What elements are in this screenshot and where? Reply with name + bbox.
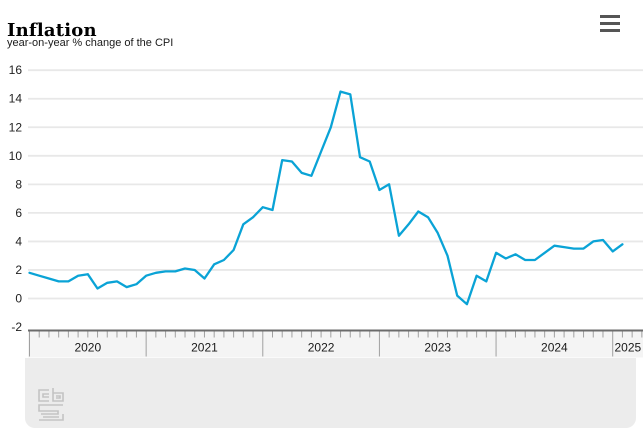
x-axis-band bbox=[28, 331, 643, 358]
hamburger-icon bbox=[600, 21, 620, 26]
x-axis-year-label: 2021 bbox=[191, 341, 218, 355]
cbs-logo-c bbox=[38, 389, 49, 402]
hamburger-icon bbox=[600, 15, 620, 19]
y-axis-label: 2 bbox=[15, 263, 22, 277]
y-axis-label: 0 bbox=[15, 292, 22, 306]
cpi-line-series bbox=[28, 90, 624, 306]
x-axis-year-label: 2024 bbox=[541, 341, 568, 355]
y-axis-label: 8 bbox=[15, 177, 22, 191]
y-axis-label: 12 bbox=[9, 120, 23, 134]
page-title: Inflation bbox=[7, 20, 97, 42]
cbs-logo-b bbox=[52, 388, 64, 402]
x-axis-year-label: 2022 bbox=[308, 341, 335, 355]
chart-menu-button[interactable] bbox=[600, 15, 621, 32]
cbs-logo-s bbox=[38, 404, 64, 421]
footer-panel bbox=[25, 358, 636, 428]
x-axis-year-label: 2020 bbox=[74, 341, 101, 355]
chart-subtitle: year-on-year % change of the CPI bbox=[7, 37, 174, 49]
y-axis-label: 10 bbox=[9, 149, 23, 163]
x-axis-year-label: 2023 bbox=[424, 341, 451, 355]
hamburger-icon bbox=[600, 28, 620, 32]
x-axis-year-label: 2025 bbox=[614, 341, 641, 355]
y-axis-label: -2 bbox=[11, 320, 22, 334]
y-axis-label: 4 bbox=[15, 234, 22, 248]
y-axis-label: 14 bbox=[9, 92, 23, 106]
cbs-logo bbox=[38, 388, 64, 421]
y-axis-label: 16 bbox=[9, 63, 23, 77]
y-axis-label: 6 bbox=[15, 206, 22, 220]
